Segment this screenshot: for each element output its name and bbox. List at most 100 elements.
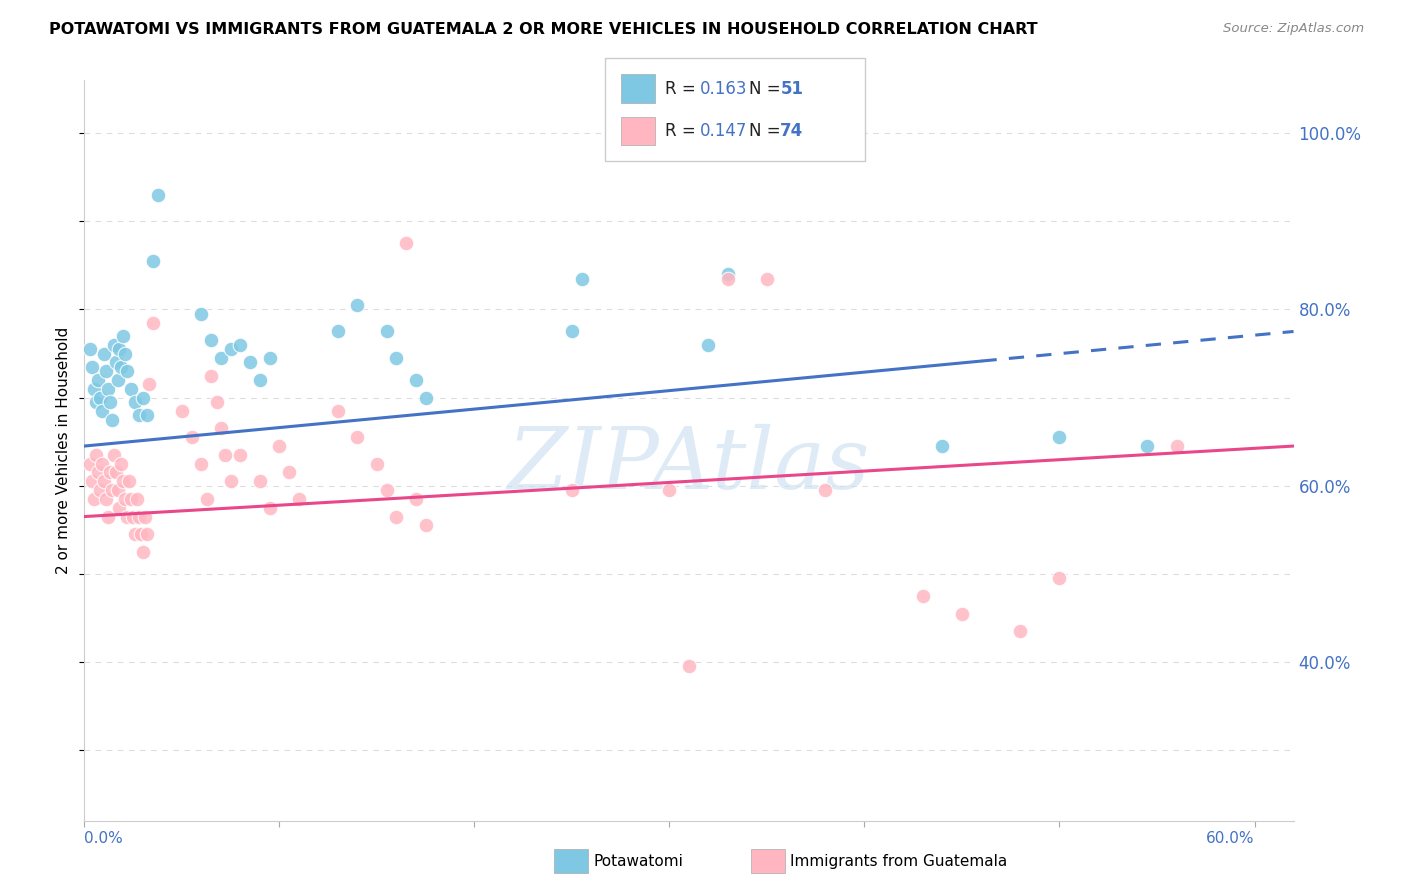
- Point: [415, 391, 437, 405]
- Point: [259, 500, 281, 515]
- Point: [138, 377, 160, 392]
- Text: 0.147: 0.147: [700, 122, 748, 140]
- Text: 74: 74: [780, 122, 804, 140]
- Point: [1049, 571, 1071, 585]
- Point: [117, 509, 139, 524]
- Point: [415, 518, 437, 533]
- Point: [678, 659, 700, 673]
- Point: [104, 355, 127, 369]
- Point: [278, 466, 301, 480]
- Point: [97, 382, 120, 396]
- Point: [114, 491, 136, 506]
- Point: [84, 448, 107, 462]
- Point: [128, 408, 150, 422]
- Point: [135, 408, 157, 422]
- Point: [214, 448, 236, 462]
- Point: [120, 382, 142, 396]
- Point: [326, 404, 349, 418]
- Point: [107, 483, 129, 497]
- Point: [911, 589, 934, 603]
- Point: [346, 430, 368, 444]
- Point: [366, 457, 388, 471]
- Point: [326, 325, 349, 339]
- Point: [79, 342, 101, 356]
- Text: 60.0%: 60.0%: [1206, 831, 1254, 847]
- Point: [697, 337, 720, 351]
- Point: [658, 483, 681, 497]
- Point: [148, 187, 170, 202]
- Point: [110, 359, 132, 374]
- Point: [108, 500, 131, 515]
- Point: [120, 491, 142, 506]
- Text: N =: N =: [749, 122, 786, 140]
- Point: [118, 475, 141, 489]
- Point: [571, 271, 593, 285]
- Point: [82, 359, 104, 374]
- Point: [117, 364, 139, 378]
- Point: [209, 421, 232, 435]
- Point: [90, 404, 112, 418]
- Point: [124, 395, 146, 409]
- Point: [90, 457, 112, 471]
- Point: [405, 373, 427, 387]
- Point: [288, 491, 311, 506]
- Text: Immigrants from Guatemala: Immigrants from Guatemala: [790, 855, 1008, 869]
- Point: [1049, 430, 1071, 444]
- Point: [112, 329, 135, 343]
- Point: [1166, 439, 1188, 453]
- Text: Source: ZipAtlas.com: Source: ZipAtlas.com: [1223, 22, 1364, 36]
- Point: [98, 395, 121, 409]
- Point: [209, 351, 232, 365]
- Point: [112, 475, 135, 489]
- Point: [170, 404, 193, 418]
- Point: [84, 395, 107, 409]
- Point: [98, 466, 121, 480]
- Point: [205, 395, 228, 409]
- Point: [124, 527, 146, 541]
- Point: [89, 391, 111, 405]
- Point: [950, 607, 973, 621]
- Point: [79, 457, 101, 471]
- Point: [219, 342, 242, 356]
- Text: R =: R =: [665, 122, 702, 140]
- Point: [931, 439, 953, 453]
- Text: POTAWATOMI VS IMMIGRANTS FROM GUATEMALA 2 OR MORE VEHICLES IN HOUSEHOLD CORRELAT: POTAWATOMI VS IMMIGRANTS FROM GUATEMALA …: [49, 22, 1038, 37]
- Point: [269, 439, 291, 453]
- Text: ZIPAtlas: ZIPAtlas: [508, 424, 870, 507]
- Point: [132, 545, 155, 559]
- Point: [93, 346, 115, 360]
- Point: [100, 483, 122, 497]
- Point: [717, 271, 740, 285]
- Point: [128, 509, 150, 524]
- Point: [259, 351, 281, 365]
- Point: [219, 475, 242, 489]
- Point: [561, 325, 583, 339]
- Point: [239, 355, 262, 369]
- Point: [200, 333, 222, 347]
- Point: [142, 254, 165, 268]
- Point: [385, 351, 408, 365]
- Point: [375, 483, 398, 497]
- Y-axis label: 2 or more Vehicles in Household: 2 or more Vehicles in Household: [56, 326, 72, 574]
- Point: [142, 316, 165, 330]
- Point: [97, 509, 120, 524]
- Text: R =: R =: [665, 79, 702, 98]
- Point: [87, 373, 110, 387]
- Point: [134, 509, 156, 524]
- Point: [82, 475, 104, 489]
- Point: [125, 491, 148, 506]
- Point: [375, 325, 398, 339]
- Point: [87, 466, 110, 480]
- Point: [83, 491, 105, 506]
- Point: [103, 448, 125, 462]
- Point: [249, 475, 271, 489]
- Point: [114, 346, 136, 360]
- Point: [561, 483, 583, 497]
- Point: [717, 267, 740, 281]
- Point: [129, 527, 152, 541]
- Point: [135, 527, 157, 541]
- Point: [1010, 624, 1032, 639]
- Point: [180, 430, 202, 444]
- Point: [190, 457, 212, 471]
- Point: [132, 391, 155, 405]
